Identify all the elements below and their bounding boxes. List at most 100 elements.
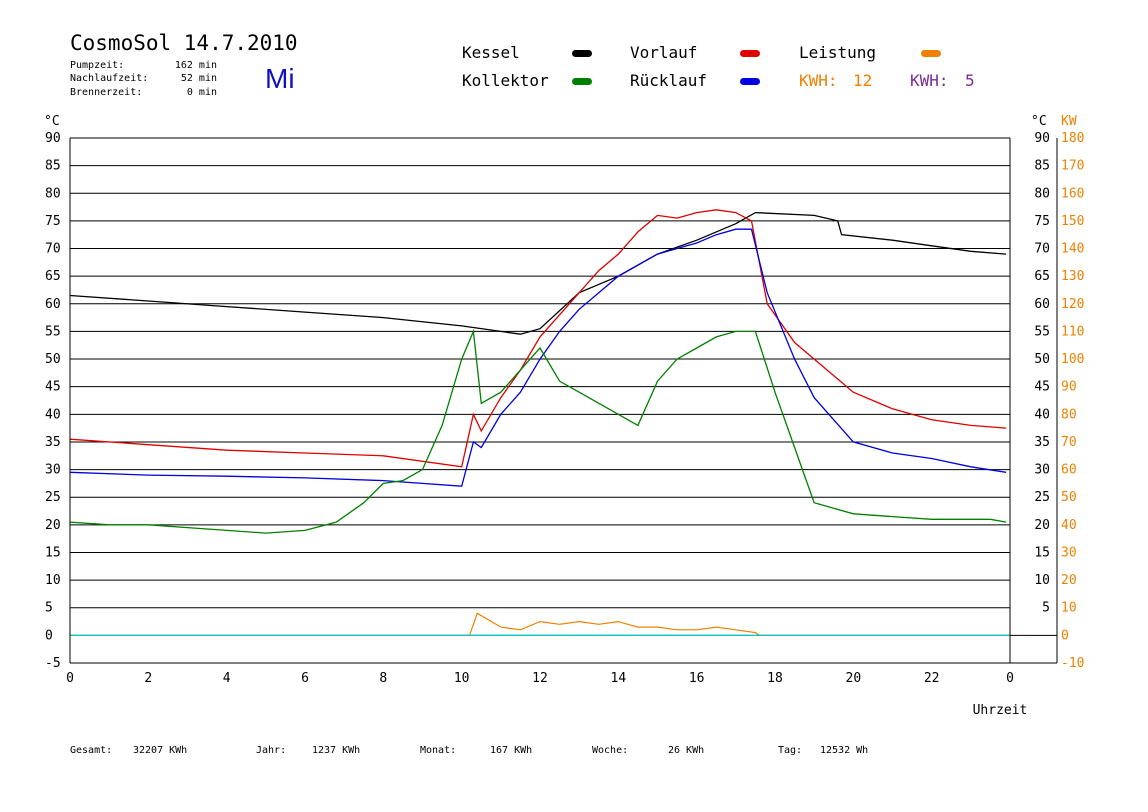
y-right-tick-label-80: 80 bbox=[1034, 186, 1050, 201]
stat-label-brennerzeit: Brennerzeit: bbox=[70, 87, 142, 98]
footer-value-jahr: 1237 KWh bbox=[312, 745, 360, 756]
y-tick-label-80: 80 bbox=[45, 186, 61, 201]
y-right-tick-label-70: 70 bbox=[1034, 242, 1050, 257]
y2-tick-label-40: 40 bbox=[1061, 518, 1077, 533]
legend-label-kessel: Kessel bbox=[462, 43, 520, 62]
y-tick-label-20: 20 bbox=[45, 518, 61, 533]
y-right-tick-label-65: 65 bbox=[1034, 269, 1050, 284]
x-tick-label-3: 6 bbox=[301, 671, 309, 686]
y2-tick-label-60: 60 bbox=[1061, 463, 1077, 478]
y-tick-label-60: 60 bbox=[45, 297, 61, 312]
y2-tick-label-160: 160 bbox=[1061, 186, 1084, 201]
y2-tick-label-30: 30 bbox=[1061, 545, 1077, 560]
y2-tick-label--10: -10 bbox=[1061, 656, 1084, 671]
series-line-r-cklauf bbox=[69, 228, 1007, 487]
footer-label-tag: Tag: bbox=[778, 745, 802, 756]
legend-swatch-ruecklauf bbox=[740, 78, 760, 85]
y-tick-label-35: 35 bbox=[45, 435, 61, 450]
y-tick-label-5: 5 bbox=[45, 601, 53, 616]
y-tick-label-55: 55 bbox=[45, 324, 61, 339]
legend-label-vorlauf: Vorlauf bbox=[630, 43, 697, 62]
x-tick-label-12: 0 bbox=[1006, 671, 1014, 686]
series-line-leistung bbox=[70, 612, 1010, 637]
y-right-tick-label-40: 40 bbox=[1034, 407, 1050, 422]
y-tick-label-70: 70 bbox=[45, 242, 61, 257]
y2-tick-label-110: 110 bbox=[1061, 324, 1084, 339]
y-right-tick-label-90: 90 bbox=[1034, 131, 1050, 146]
day-label: Mi bbox=[265, 63, 295, 94]
x-tick-label-0: 0 bbox=[66, 671, 74, 686]
x-tick-label-5: 10 bbox=[454, 671, 470, 686]
x-axis-label: Uhrzeit bbox=[973, 703, 1028, 718]
footer-label-monat: Monat: bbox=[420, 745, 456, 756]
y-right-tick-label-55: 55 bbox=[1034, 324, 1050, 339]
y2-tick-label-130: 130 bbox=[1061, 269, 1084, 284]
y-tick-label-90: 90 bbox=[45, 131, 61, 146]
y-right-tick-label-35: 35 bbox=[1034, 435, 1050, 450]
series-line-vorlauf bbox=[69, 209, 1007, 468]
y-left-unit-label: °C bbox=[44, 114, 60, 129]
x-tick-label-11: 22 bbox=[924, 671, 940, 686]
y-right-tick-label-10: 10 bbox=[1034, 573, 1050, 588]
y2-tick-label-170: 170 bbox=[1061, 159, 1084, 174]
series-layer bbox=[69, 209, 1010, 637]
y-tick-label-85: 85 bbox=[45, 159, 61, 174]
y-tick-label-65: 65 bbox=[45, 269, 61, 284]
y-right-unit-label: °C bbox=[1031, 114, 1047, 129]
kwh-label-2: KWH: bbox=[910, 71, 949, 90]
kwh-value-2: 5 bbox=[965, 71, 975, 90]
y2-tick-label-0: 0 bbox=[1061, 628, 1069, 643]
y-tick-label-15: 15 bbox=[45, 545, 61, 560]
y-right-tick-label-50: 50 bbox=[1034, 352, 1050, 367]
y2-tick-label-180: 180 bbox=[1061, 131, 1084, 146]
kwh-label-1: KWH: bbox=[799, 71, 838, 90]
x-tick-label-8: 16 bbox=[689, 671, 705, 686]
x-tick-label-6: 12 bbox=[532, 671, 548, 686]
legend-label-leistung: Leistung bbox=[799, 43, 876, 62]
y2-tick-label-20: 20 bbox=[1061, 573, 1077, 588]
y2-tick-label-50: 50 bbox=[1061, 490, 1077, 505]
y2-tick-label-150: 150 bbox=[1061, 214, 1084, 229]
y2-tick-label-100: 100 bbox=[1061, 352, 1084, 367]
x-tick-label-1: 2 bbox=[144, 671, 152, 686]
y-right-tick-label-75: 75 bbox=[1034, 214, 1050, 229]
series-line-kessel bbox=[69, 211, 1007, 335]
legend-swatch-kessel bbox=[572, 50, 592, 57]
legend-label-ruecklauf: Rücklauf bbox=[630, 71, 707, 90]
footer-value-monat: 167 KWh bbox=[490, 745, 532, 756]
y-right-tick-label-5: 5 bbox=[1042, 601, 1050, 616]
stat-value-nachlaufzeit: 52 min bbox=[181, 73, 217, 84]
y-tick-label--5: -5 bbox=[45, 656, 61, 671]
y-tick-label-40: 40 bbox=[45, 407, 61, 422]
footer-label-gesamt: Gesamt: bbox=[70, 745, 112, 756]
y2-tick-label-140: 140 bbox=[1061, 242, 1084, 257]
y2-tick-label-80: 80 bbox=[1061, 407, 1077, 422]
y-right-tick-label-20: 20 bbox=[1034, 518, 1050, 533]
series-line-kollektor bbox=[69, 328, 1007, 534]
y-tick-label-0: 0 bbox=[45, 628, 53, 643]
x-tick-label-10: 20 bbox=[846, 671, 862, 686]
stat-value-pumpzeit: 162 min bbox=[175, 60, 217, 71]
y2-tick-label-10: 10 bbox=[1061, 601, 1077, 616]
y-right-tick-label-60: 60 bbox=[1034, 297, 1050, 312]
y-tick-label-50: 50 bbox=[45, 352, 61, 367]
x-tick-label-9: 18 bbox=[767, 671, 783, 686]
stat-label-nachlaufzeit: Nachlaufzeit: bbox=[70, 73, 148, 84]
y-tick-label-75: 75 bbox=[45, 214, 61, 229]
footer-value-gesamt: 32207 KWh bbox=[133, 745, 187, 756]
y-tick-label-10: 10 bbox=[45, 573, 61, 588]
y-right-tick-label-45: 45 bbox=[1034, 380, 1050, 395]
y-tick-label-45: 45 bbox=[45, 380, 61, 395]
x-tick-label-7: 14 bbox=[611, 671, 627, 686]
x-tick-label-4: 8 bbox=[379, 671, 387, 686]
y2-tick-label-70: 70 bbox=[1061, 435, 1077, 450]
legend-swatch-vorlauf bbox=[740, 50, 760, 57]
legend-label-kollektor: Kollektor bbox=[462, 71, 549, 90]
chart-title: CosmoSol 14.7.2010 bbox=[70, 31, 298, 55]
y2-tick-label-120: 120 bbox=[1061, 297, 1084, 312]
y-right-tick-label-85: 85 bbox=[1034, 159, 1050, 174]
y-right-tick-label-15: 15 bbox=[1034, 545, 1050, 560]
legend-swatch-leistung bbox=[921, 50, 941, 57]
stat-label-pumpzeit: Pumpzeit: bbox=[70, 60, 124, 71]
